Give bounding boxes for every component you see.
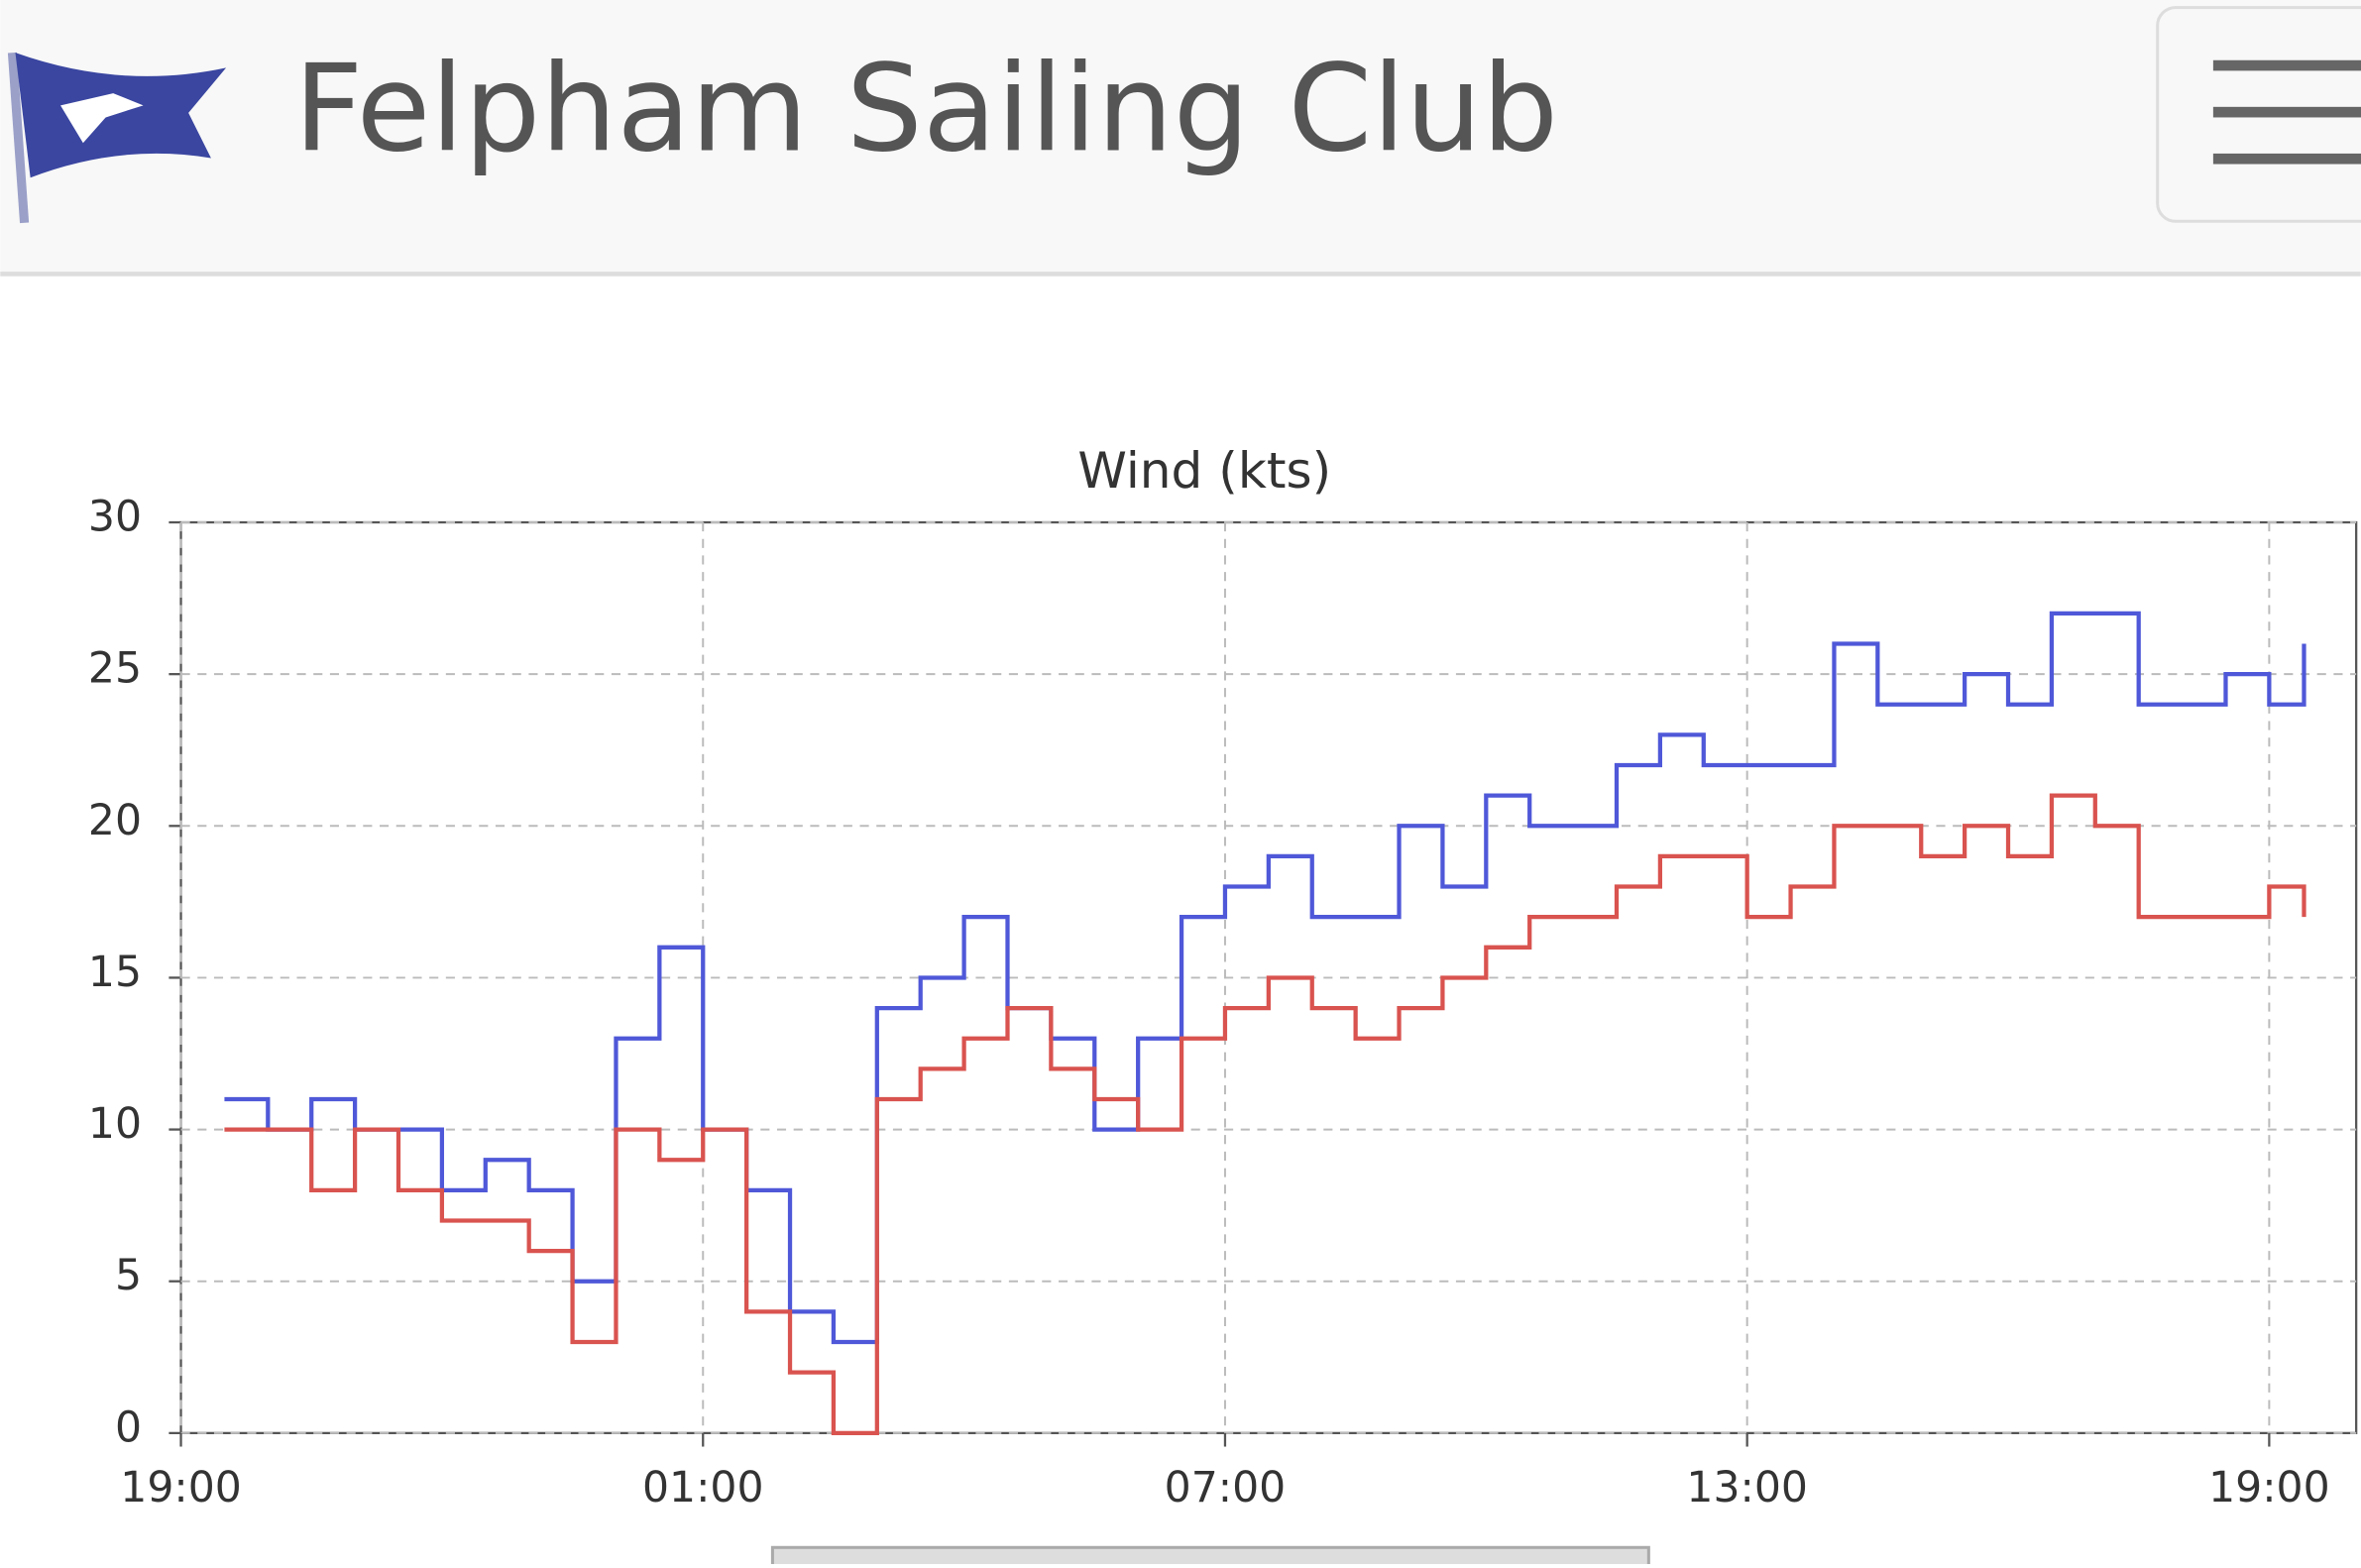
chart-title: Wind (kts)	[1077, 441, 1331, 500]
chart: 0 5 10 15 20 25 30 19:00 01:00 07:00 13:00 19:00	[88, 493, 2358, 1512]
y-tick-label: 20	[88, 797, 142, 845]
y-tick-label: 5	[115, 1252, 142, 1300]
y-tick-label: 10	[88, 1100, 142, 1149]
x-tick-label: 19:00	[2208, 1464, 2330, 1512]
y-tick-label: 30	[88, 493, 142, 541]
menu-button[interactable]	[2156, 6, 2361, 223]
x-tick-label: 13:00	[1686, 1464, 1808, 1512]
data-line	[224, 793, 2306, 1435]
y-tick-label: 15	[88, 949, 142, 997]
x-tick-label: 07:00	[1165, 1464, 1287, 1512]
header-bar	[0, 0, 2361, 275]
logo[interactable]	[7, 52, 227, 224]
y-tick-label: 25	[88, 645, 142, 694]
x-tick-label: 19:00	[120, 1464, 242, 1512]
scrollbar[interactable]	[770, 1545, 1650, 1568]
x-tick-label: 01:00	[642, 1464, 764, 1512]
site-title: Felpham Sailing Club	[293, 39, 1558, 179]
y-tick-label: 0	[115, 1403, 142, 1452]
